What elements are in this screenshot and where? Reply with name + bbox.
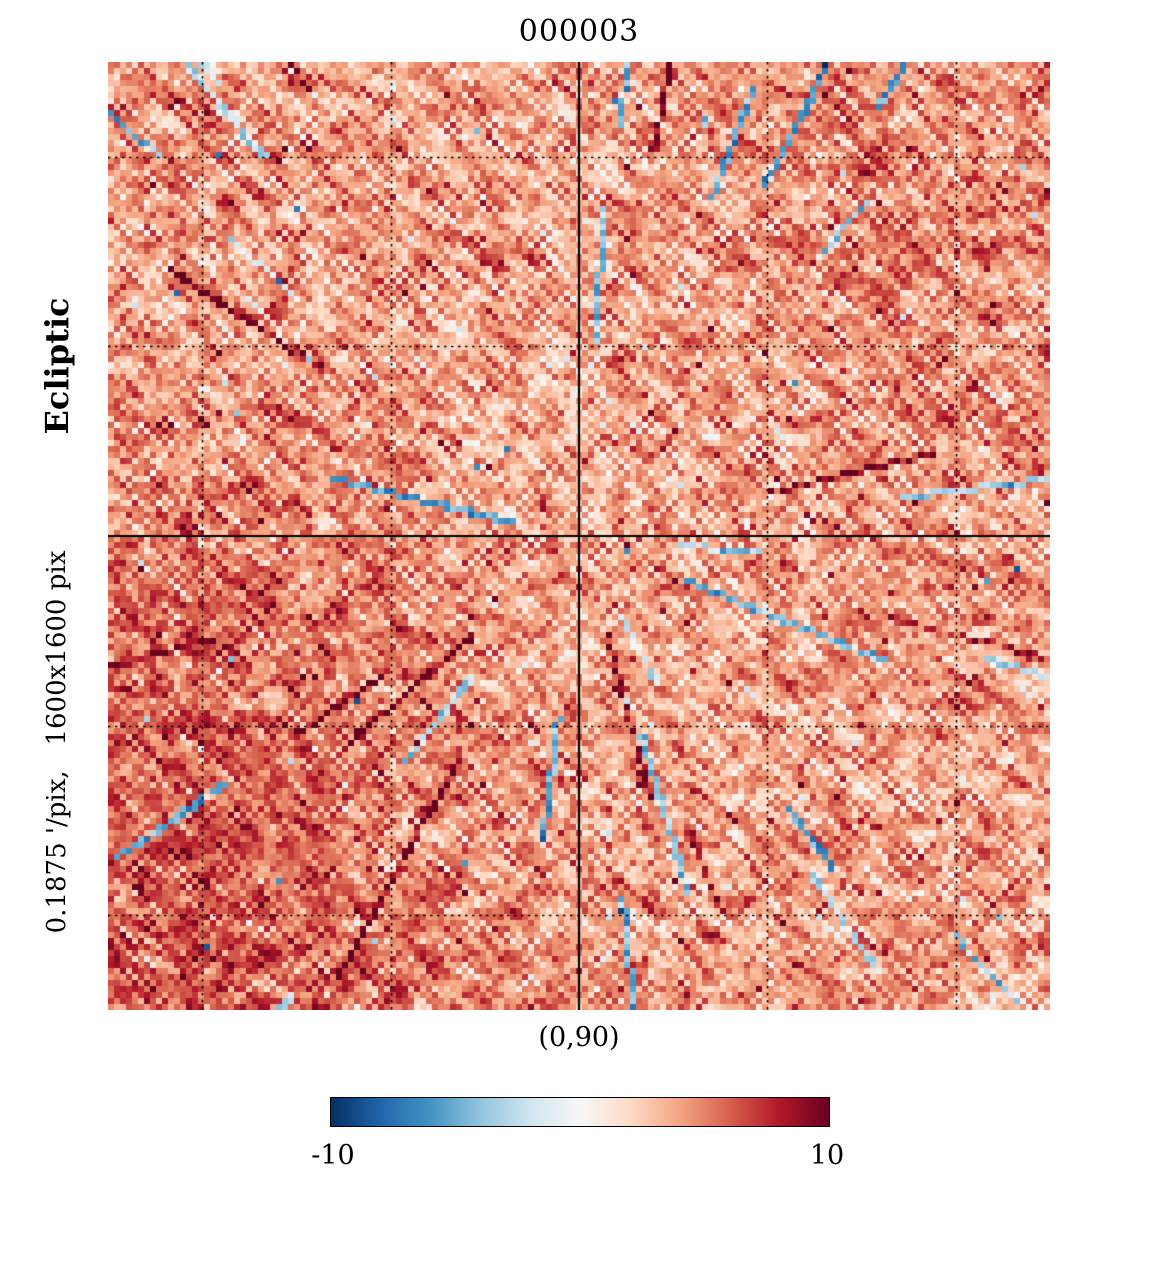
colorbar-min-label: -10 (311, 1140, 355, 1171)
colorbar-gradient (330, 1097, 830, 1127)
coordinate-system-label: Ecliptic (38, 297, 76, 435)
sky-map-canvas (108, 62, 1050, 1010)
pixel-scale-label: 0.1875 '/pix, 1600x1600 pix (42, 550, 72, 934)
center-coordinates-label: (0,90) (538, 1022, 620, 1053)
colorbar (330, 1097, 830, 1127)
colorbar-max-label: 10 (809, 1140, 845, 1171)
figure-title: 000003 (518, 14, 640, 49)
